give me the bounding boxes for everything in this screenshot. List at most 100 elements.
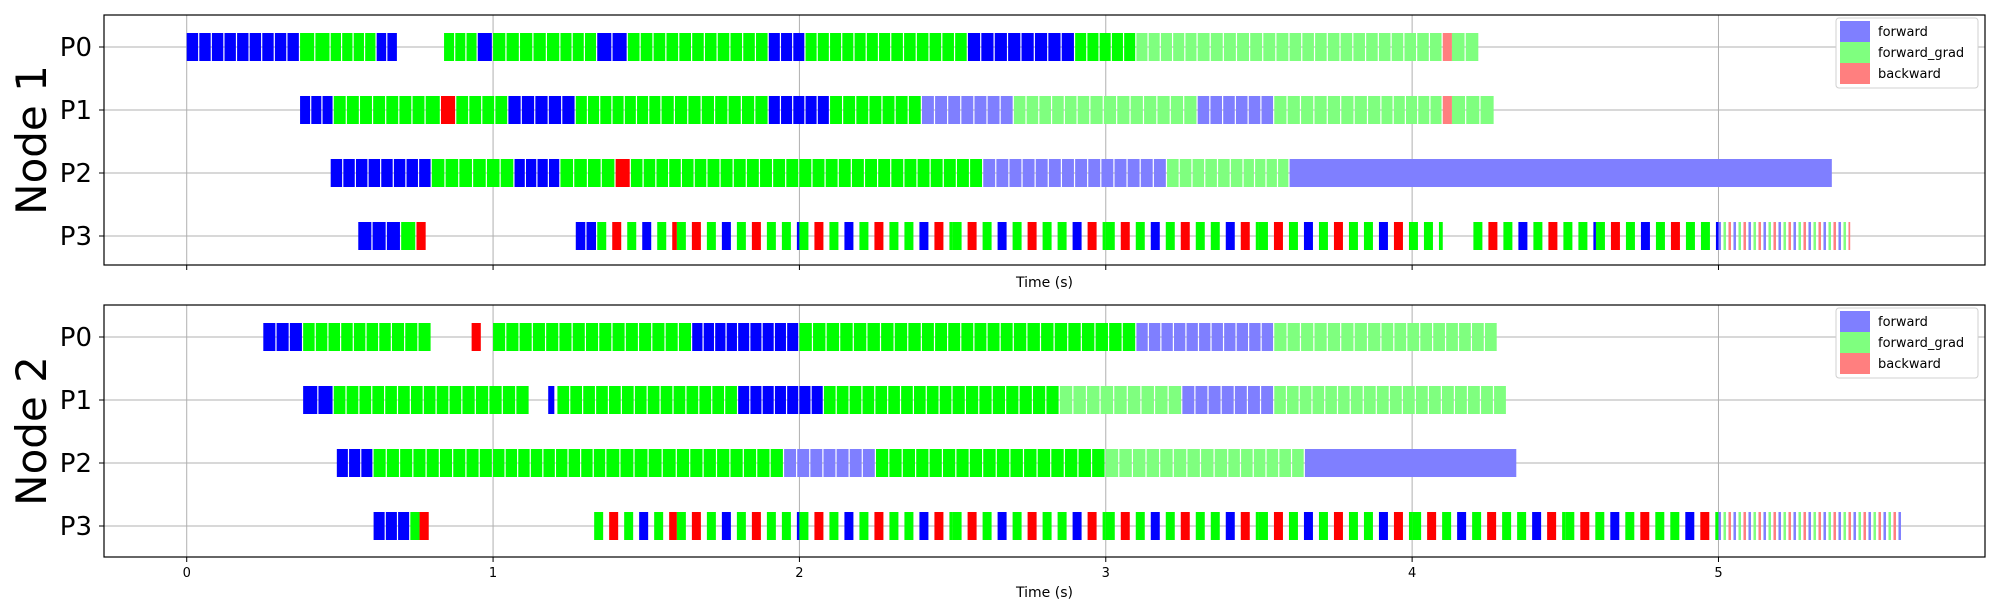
bar-segment bbox=[423, 386, 436, 414]
bar-segment bbox=[1027, 512, 1037, 540]
row-label-p3: P3 bbox=[60, 512, 92, 542]
bar-segment bbox=[1723, 222, 1726, 250]
bar-segment bbox=[572, 33, 584, 61]
bar-segment bbox=[482, 96, 495, 124]
bar-segment bbox=[560, 159, 574, 187]
bar-segment bbox=[1208, 386, 1221, 414]
bar-segment bbox=[1261, 386, 1274, 414]
bar-segment bbox=[559, 323, 572, 351]
bar-segment bbox=[211, 33, 224, 61]
bar-segment bbox=[1099, 33, 1111, 61]
bar-segment bbox=[557, 386, 570, 414]
bar-segment bbox=[688, 96, 701, 124]
bar-segment bbox=[1255, 512, 1259, 540]
bar-segment bbox=[1488, 222, 1498, 250]
bar-segment bbox=[1230, 159, 1243, 187]
bar-segment bbox=[249, 33, 262, 61]
bar-segment bbox=[584, 33, 597, 61]
bar-segment bbox=[970, 159, 983, 187]
bar-segment bbox=[594, 512, 604, 540]
bar-segment bbox=[1783, 222, 1786, 250]
bar-segment bbox=[568, 449, 581, 477]
bar-segment bbox=[274, 33, 287, 61]
bar-segment bbox=[410, 386, 423, 414]
bar-segment bbox=[1160, 449, 1173, 477]
bar-segment bbox=[774, 323, 786, 351]
bar-segment bbox=[741, 96, 755, 124]
bar-segment bbox=[1858, 512, 1861, 540]
bar-segment bbox=[543, 449, 555, 477]
bar-segment bbox=[1165, 512, 1175, 540]
bar-segment bbox=[1378, 512, 1388, 540]
bar-segment bbox=[762, 323, 774, 351]
bar-segment bbox=[1144, 96, 1157, 124]
bar-segment bbox=[548, 386, 555, 414]
bar-segment bbox=[1733, 512, 1736, 540]
bar-segment bbox=[814, 222, 824, 250]
bar-segment bbox=[548, 96, 562, 124]
bar-segment bbox=[300, 96, 311, 124]
bar-segment bbox=[1057, 512, 1067, 540]
bar-segment bbox=[609, 512, 619, 540]
bar-segment bbox=[1685, 222, 1695, 250]
bar-segment bbox=[1753, 222, 1756, 250]
bar-segment bbox=[694, 159, 707, 187]
bar-segment bbox=[983, 449, 996, 477]
bar-segment bbox=[1062, 159, 1074, 187]
bar-segment bbox=[500, 159, 514, 187]
bar-segment bbox=[649, 96, 661, 124]
bar-segment bbox=[770, 449, 783, 477]
bar-segment bbox=[904, 33, 916, 61]
bar-segment bbox=[1391, 33, 1404, 61]
bar-segment bbox=[1441, 386, 1454, 414]
bar-segment bbox=[1035, 159, 1048, 187]
bar-segment bbox=[1248, 96, 1261, 124]
bar-segment bbox=[642, 222, 652, 250]
bar-segment bbox=[387, 33, 397, 61]
bar-segment bbox=[1427, 512, 1437, 540]
bar-segment bbox=[1205, 159, 1217, 187]
bar-segment bbox=[353, 33, 364, 61]
bar-segment bbox=[1048, 33, 1061, 61]
bar-segment bbox=[1105, 222, 1115, 250]
bar-segment bbox=[556, 449, 568, 477]
bar-segment bbox=[784, 449, 797, 477]
x-axis-label: Time (s) bbox=[1015, 275, 1073, 291]
bar-segment bbox=[875, 386, 888, 414]
bar-segment bbox=[967, 512, 977, 540]
bar-segment bbox=[1148, 323, 1161, 351]
bar-segment bbox=[1157, 96, 1170, 124]
bar-segment bbox=[486, 159, 500, 187]
bar-segment bbox=[199, 33, 211, 61]
bar-segment bbox=[728, 96, 741, 124]
bar-segment bbox=[862, 386, 875, 414]
bar-segment bbox=[661, 96, 674, 124]
bar-segment bbox=[1670, 222, 1680, 250]
bar-segment bbox=[426, 449, 439, 477]
bar-segment bbox=[343, 159, 355, 187]
bar-segment bbox=[1778, 222, 1781, 250]
bar-segment bbox=[1303, 222, 1313, 250]
bar-segment bbox=[901, 386, 913, 414]
bar-segment bbox=[1303, 512, 1313, 540]
bar-segment bbox=[859, 512, 869, 540]
bar-segment bbox=[699, 386, 712, 414]
bar-segment bbox=[612, 96, 624, 124]
bar-segment bbox=[921, 96, 934, 124]
bar-segment bbox=[1087, 386, 1100, 414]
bar-segment bbox=[1350, 386, 1363, 414]
bar-segment bbox=[1408, 512, 1413, 540]
bar-segment bbox=[793, 96, 805, 124]
bar-segment bbox=[1700, 512, 1710, 540]
bar-segment bbox=[1087, 33, 1099, 61]
bar-segment bbox=[889, 512, 899, 540]
bar-segment bbox=[518, 449, 530, 477]
bar-segment bbox=[1120, 512, 1130, 540]
bar-segment bbox=[1185, 33, 1197, 61]
bar-segment bbox=[799, 512, 809, 540]
bar-segment bbox=[844, 512, 854, 540]
bar-segment bbox=[1758, 222, 1761, 250]
bar-segment bbox=[948, 323, 961, 351]
bar-segment bbox=[1868, 512, 1871, 540]
bar-segment bbox=[1010, 449, 1023, 477]
